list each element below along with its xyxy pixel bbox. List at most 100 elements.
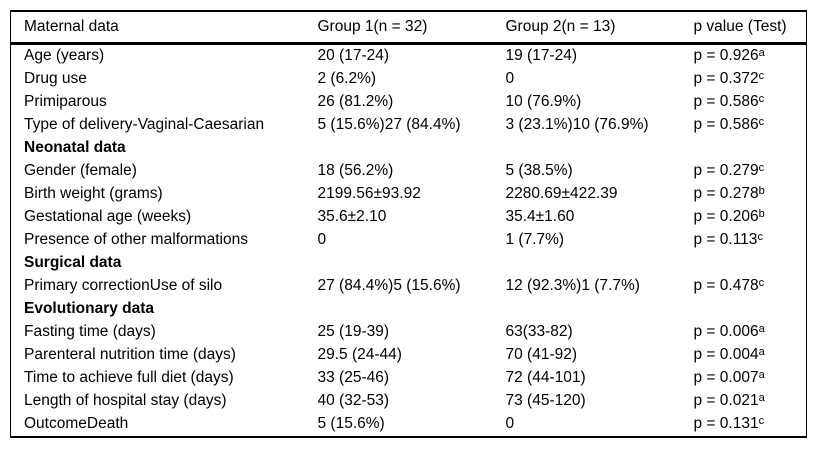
- row-label: Age (years): [24, 47, 105, 65]
- p-value-cell: p = 0.478c: [694, 275, 807, 298]
- table-row: Gestational age (weeks) 35.6±2.10 35.4±1.6…: [11, 206, 807, 229]
- group1-value: 25 (19-39): [317, 323, 390, 341]
- p-value-cell: p = 0.586c: [694, 91, 807, 114]
- p-value-superscript: c: [758, 162, 765, 175]
- column-header-p-value: p value (Test): [693, 11, 807, 45]
- group2-value: 12 (92.3%)1 (7.7%): [505, 277, 640, 295]
- maternal-neonatal-outcomes-table: Maternal data Group 1(n = 32) Group 2(n …: [10, 10, 807, 438]
- p-value-superscript: c: [758, 277, 765, 290]
- row-label: Gestational age (weeks): [24, 208, 192, 226]
- row-label: Primary correctionUse of silo: [24, 277, 223, 295]
- p-value-text: p = 0.007: [693, 369, 759, 387]
- table-header-row: Maternal data Group 1(n = 32) Group 2(n …: [10, 11, 807, 45]
- table-row: Gender (female) 18 (56.2%) 5 (38.5%) p = 0.…: [11, 160, 807, 183]
- p-value-cell: p = 0.131c: [694, 413, 807, 437]
- p-value-superscript: a: [758, 369, 765, 382]
- p-value-text: p = 0.131: [693, 415, 759, 433]
- table-row: Primary correctionUse of silo 27 (84.4%)5…: [11, 275, 807, 298]
- section-label: Surgical data: [24, 254, 122, 272]
- column-header-group1: Group 1(n = 32): [317, 11, 506, 45]
- row-label: Parenteral nutrition time (days): [24, 346, 236, 364]
- table-row: Age (years) 20 (17-24) 19 (17-24) p = 0.926…: [11, 44, 807, 69]
- table-row: OutcomeDeath 5 (15.6%) 0 p = 0.131c: [11, 413, 807, 437]
- group2-value: 73 (45-120): [505, 392, 586, 410]
- group1-value: 33 (25-46): [317, 369, 390, 387]
- p-value-cell: p = 0.007a: [694, 367, 807, 390]
- group1-value: 5 (15.6%)27 (84.4%): [317, 116, 461, 134]
- group1-value: 29.5 (24-44): [317, 346, 402, 364]
- row-label: Primiparous: [24, 93, 107, 111]
- group1-value: 0: [317, 231, 327, 249]
- table-row: Drug use 2 (6.2%) 0 p = 0.372c: [11, 68, 807, 91]
- p-value-cell: p = 0.278b: [694, 183, 807, 206]
- p-value-superscript: b: [758, 208, 765, 221]
- column-header-group2: Group 2(n = 13): [505, 11, 694, 45]
- group2-value: 35.4±1.60: [505, 208, 575, 226]
- table-row: Time to achieve full diet (days) 33 (25-4…: [11, 367, 807, 390]
- section-label: Evolutionary data: [24, 300, 155, 318]
- p-value-text: p = 0.021: [693, 392, 759, 410]
- p-value-superscript: a: [758, 392, 765, 405]
- group1-value: 40 (32-53): [317, 392, 390, 410]
- section-header-row: Evolutionary data: [11, 298, 807, 321]
- p-value-text: p = 0.004: [693, 346, 759, 364]
- p-value-text: p = 0.586: [693, 93, 759, 111]
- section-header-row: Surgical data: [11, 252, 807, 275]
- group1-value: 2 (6.2%): [317, 70, 377, 88]
- p-value-cell: p = 0.006a: [694, 321, 807, 344]
- p-value-cell: p = 0.372c: [694, 68, 807, 91]
- group1-value: 18 (56.2%): [317, 162, 394, 180]
- group1-value: 20 (17-24): [317, 47, 390, 65]
- row-label: OutcomeDeath: [24, 415, 129, 433]
- table-row: Birth weight (grams) 2199.56±93.92 2280.69…: [11, 183, 807, 206]
- group1-value: 5 (15.6%): [317, 415, 385, 433]
- table-row: Length of hospital stay (days) 40 (32-53)…: [11, 390, 807, 413]
- p-value-superscript: c: [758, 70, 765, 83]
- p-value-text: p = 0.926: [693, 47, 759, 65]
- group2-value: 19 (17-24): [505, 47, 578, 65]
- row-label: Presence of other malformations: [24, 231, 248, 249]
- group1-value: 27 (84.4%)5 (15.6%): [317, 277, 461, 295]
- group2-value: 0: [505, 415, 515, 433]
- row-label: Gender (female): [24, 162, 137, 180]
- p-value-superscript: a: [758, 47, 765, 60]
- group2-value: 1 (7.7%): [505, 231, 565, 249]
- row-label: Fasting time (days): [24, 323, 156, 341]
- p-value-cell: p = 0.586c: [694, 114, 807, 137]
- table-body: Age (years) 20 (17-24) 19 (17-24) p = 0.926…: [11, 44, 807, 438]
- p-value-superscript: c: [758, 116, 765, 129]
- group2-value: 5 (38.5%): [505, 162, 573, 180]
- p-value-cell: p = 0.926a: [694, 44, 807, 69]
- row-label: Drug use: [24, 70, 87, 88]
- p-value-superscript: c: [758, 93, 765, 106]
- p-value-cell: p = 0.113c: [694, 229, 807, 252]
- p-value-text: p = 0.279: [693, 162, 759, 180]
- p-value-text: p = 0.478: [693, 277, 759, 295]
- table-row: Primiparous 26 (81.2%) 10 (76.9%) p = 0.586…: [11, 91, 807, 114]
- p-value-text: p = 0.113: [693, 231, 758, 249]
- column-header-maternal-data: Maternal data: [10, 11, 318, 45]
- group2-value: 3 (23.1%)10 (76.9%): [505, 116, 649, 134]
- p-value-superscript: c: [758, 415, 765, 428]
- group2-value: 10 (76.9%): [505, 93, 582, 111]
- row-label: Type of delivery-Vaginal-Caesarian: [24, 116, 265, 134]
- group2-value: 2280.69±422.39: [505, 185, 618, 203]
- p-value-cell: p = 0.004a: [694, 344, 807, 367]
- section-label: Neonatal data: [24, 139, 126, 157]
- table-header: Maternal data Group 1(n = 32) Group 2(n …: [10, 11, 807, 45]
- table-row: Parenteral nutrition time (days) 29.5 (24…: [11, 344, 807, 367]
- p-value-superscript: c: [757, 231, 763, 244]
- group1-value: 35.6±2.10: [317, 208, 387, 226]
- p-value-cell: p = 0.021a: [694, 390, 807, 413]
- p-value-superscript: a: [758, 323, 765, 336]
- section-header-row: Neonatal data: [11, 137, 807, 160]
- table-row: Type of delivery-Vaginal-Caesarian 5 (15.…: [11, 114, 807, 137]
- row-label: Time to achieve full diet (days): [24, 369, 234, 387]
- p-value-cell: p = 0.206b: [694, 206, 807, 229]
- table-row: Fasting time (days) 25 (19-39) 63(33-82) p …: [11, 321, 807, 344]
- row-label: Birth weight (grams): [24, 185, 163, 203]
- row-label: Length of hospital stay (days): [24, 392, 227, 410]
- group2-value: 72 (44-101): [505, 369, 586, 387]
- p-value-text: p = 0.206: [693, 208, 759, 226]
- p-value-superscript: b: [758, 185, 765, 198]
